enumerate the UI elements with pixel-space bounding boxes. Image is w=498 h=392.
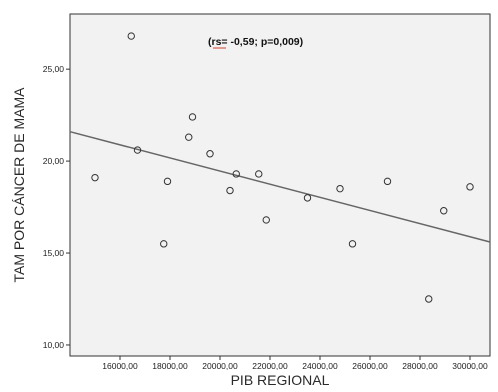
x-tick-label: 26000,00 <box>352 361 388 371</box>
y-tick-label: 20,00 <box>43 156 65 166</box>
y-tick-label: 15,00 <box>43 248 65 258</box>
data-point <box>160 240 168 248</box>
plot-area <box>69 13 491 357</box>
x-axis-title: PIB REGIONAL <box>231 372 330 388</box>
data-point <box>440 207 448 215</box>
x-tick-label: 18000,00 <box>152 361 188 371</box>
data-point <box>255 170 263 178</box>
data-points <box>91 32 474 303</box>
data-point <box>133 146 142 154</box>
x-tick-label: 20000,00 <box>202 361 238 371</box>
x-tick-label: 16000,00 <box>102 361 138 371</box>
data-point <box>226 186 234 195</box>
regression-line <box>69 130 491 243</box>
y-tick-label: 25,00 <box>43 64 65 74</box>
y-axis-title: TAM POR CÁNCER DE MAMA <box>11 87 27 283</box>
data-point <box>336 184 344 193</box>
x-tick-label: 30000,00 <box>452 361 488 371</box>
data-point <box>383 177 392 186</box>
x-axis-ticks: 16000,00 18000,00 20000,00 22000,00 24000,00… <box>102 356 488 371</box>
data-point <box>188 113 197 121</box>
y-axis-ticks: 10,00 15,00 20,00 25,00 <box>43 64 70 350</box>
x-tick-label: 28000,00 <box>402 361 438 371</box>
data-point <box>303 194 312 202</box>
data-point <box>163 177 172 186</box>
data-point <box>127 32 135 40</box>
data-point <box>91 173 99 182</box>
data-point <box>185 133 193 141</box>
data-point <box>206 150 214 158</box>
correlation-annotation: (rs= -0,59; p=0,009) <box>208 36 303 48</box>
y-tick-label: 10,00 <box>43 340 65 350</box>
data-point <box>262 216 270 224</box>
data-point <box>348 240 357 248</box>
x-tick-label: 24000,00 <box>302 361 338 371</box>
data-point <box>466 183 474 191</box>
data-point <box>425 295 433 303</box>
data-point <box>232 170 240 178</box>
x-tick-label: 22000,00 <box>252 361 288 371</box>
